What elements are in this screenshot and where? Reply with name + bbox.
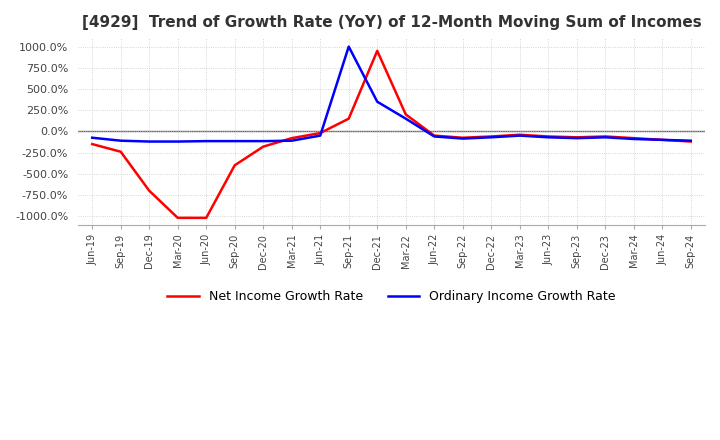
Line: Net Income Growth Rate: Net Income Growth Rate (92, 51, 690, 218)
Ordinary Income Growth Rate (402, 116, 410, 121)
Ordinary Income Growth Rate (230, 139, 239, 144)
Net Income Growth Rate (430, 133, 438, 138)
Ordinary Income Growth Rate (686, 138, 695, 143)
Net Income Growth Rate (629, 136, 638, 141)
Ordinary Income Growth Rate (117, 138, 125, 143)
Net Income Growth Rate (487, 134, 495, 139)
Net Income Growth Rate (88, 141, 96, 147)
Ordinary Income Growth Rate (316, 133, 325, 138)
Ordinary Income Growth Rate (487, 135, 495, 140)
Line: Ordinary Income Growth Rate: Ordinary Income Growth Rate (92, 47, 690, 142)
Ordinary Income Growth Rate (344, 44, 353, 49)
Ordinary Income Growth Rate (459, 136, 467, 141)
Net Income Growth Rate (516, 132, 524, 137)
Ordinary Income Growth Rate (629, 136, 638, 142)
Ordinary Income Growth Rate (145, 139, 153, 144)
Ordinary Income Growth Rate (516, 133, 524, 138)
Net Income Growth Rate (572, 135, 581, 140)
Ordinary Income Growth Rate (174, 139, 182, 144)
Net Income Growth Rate (686, 139, 695, 144)
Net Income Growth Rate (259, 144, 268, 149)
Ordinary Income Growth Rate (88, 135, 96, 140)
Net Income Growth Rate (287, 136, 296, 141)
Ordinary Income Growth Rate (259, 139, 268, 144)
Net Income Growth Rate (230, 163, 239, 168)
Ordinary Income Growth Rate (287, 138, 296, 143)
Ordinary Income Growth Rate (601, 135, 610, 140)
Net Income Growth Rate (202, 215, 210, 220)
Net Income Growth Rate (344, 116, 353, 121)
Net Income Growth Rate (601, 134, 610, 139)
Net Income Growth Rate (544, 134, 552, 139)
Net Income Growth Rate (316, 130, 325, 136)
Legend: Net Income Growth Rate, Ordinary Income Growth Rate: Net Income Growth Rate, Ordinary Income … (163, 285, 621, 308)
Ordinary Income Growth Rate (658, 137, 667, 143)
Ordinary Income Growth Rate (572, 136, 581, 141)
Ordinary Income Growth Rate (373, 99, 382, 104)
Net Income Growth Rate (174, 215, 182, 220)
Ordinary Income Growth Rate (430, 134, 438, 139)
Ordinary Income Growth Rate (202, 139, 210, 144)
Net Income Growth Rate (402, 112, 410, 117)
Net Income Growth Rate (117, 149, 125, 154)
Net Income Growth Rate (459, 135, 467, 140)
Net Income Growth Rate (373, 48, 382, 54)
Ordinary Income Growth Rate (544, 135, 552, 140)
Net Income Growth Rate (658, 137, 667, 143)
Net Income Growth Rate (145, 188, 153, 193)
Title: [4929]  Trend of Growth Rate (YoY) of 12-Month Moving Sum of Incomes: [4929] Trend of Growth Rate (YoY) of 12-… (81, 15, 701, 30)
